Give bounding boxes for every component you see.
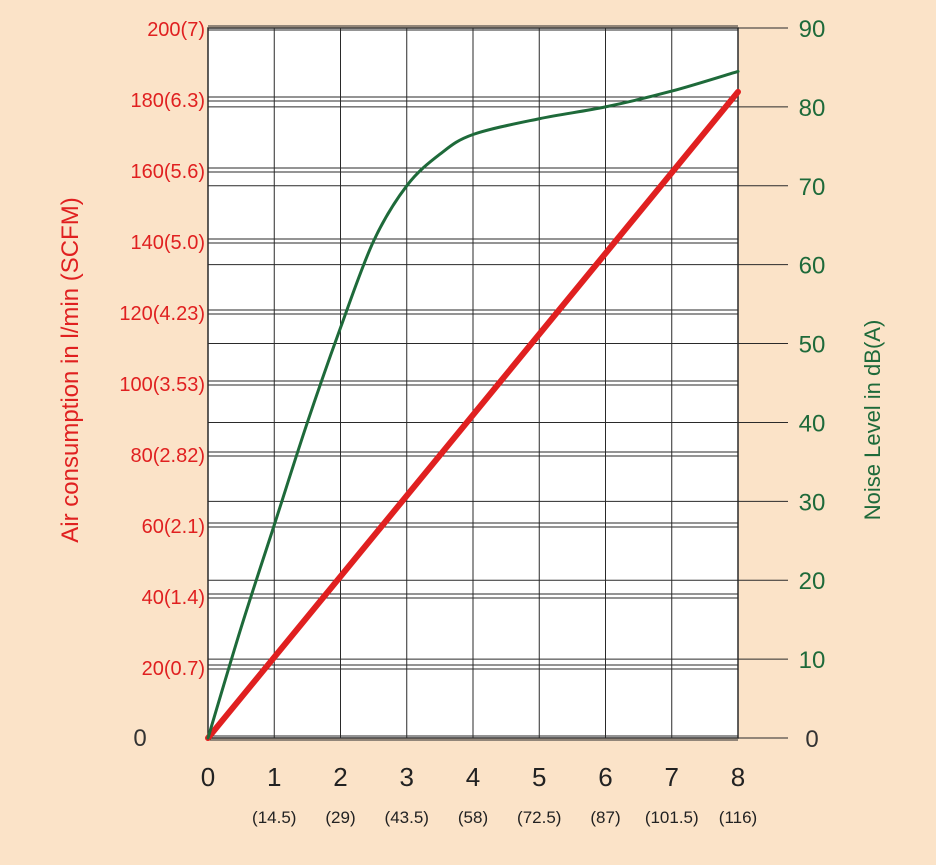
y-left-tick-label: 140(5.0) [131,232,206,254]
x-tick-label: 5 [532,762,546,792]
x-tick-sublabel: (72.5) [517,808,561,827]
plot-frame [207,27,739,739]
y-right-tick-label: 50 [799,332,826,359]
y-axis-right-label: Noise Level in dB(A) [860,320,885,521]
grid-layer [207,25,739,741]
y-right-tick-label: 0 [805,726,818,753]
series-line-air-consumption [205,88,741,741]
x-tick-label: 0 [201,762,215,792]
y-left-tick-label: 200(7) [147,19,205,41]
y-left-tick-label: 60(2.1) [142,516,205,538]
y-right-tick-label: 80 [799,95,826,122]
x-tick-label: 2 [333,762,347,792]
x-tick-sublabel: (87) [590,808,620,827]
series-line-noise-level [206,69,740,740]
x-tick-label: 3 [400,762,414,792]
x-tick-sublabel: (58) [458,808,488,827]
y-left-tick-label: 0 [133,725,146,752]
y-left-tick-label: 100(3.53) [119,374,205,396]
x-tick-label: 6 [598,762,612,792]
y-left-tick-label: 120(4.23) [119,303,205,325]
label-layer: Air consumption in l/min (SCFM) Noise Le… [57,16,885,827]
y-right-tick-label: 70 [799,174,826,201]
y-left-tick-label: 180(6.3) [131,90,206,112]
x-tick-sublabel: (14.5) [252,808,296,827]
y-right-tick-label: 40 [799,410,826,437]
y-left-tick-label: 160(5.6) [131,161,206,183]
x-tick-label: 1 [267,762,281,792]
x-tick-label: 7 [665,762,679,792]
x-tick-label: 8 [731,762,745,792]
x-tick-sublabel: (116) [719,808,757,827]
x-tick-sublabel: (43.5) [385,808,429,827]
x-tick-sublabel: (29) [325,808,355,827]
y-left-tick-label: 40(1.4) [142,587,205,609]
series-layer [205,69,741,741]
y-left-tick-label: 20(0.7) [142,658,205,680]
y-right-tick-label: 20 [799,568,826,595]
x-tick-label: 4 [466,762,480,792]
x-tick-sublabel: (101.5) [645,808,699,827]
axis-layer [207,27,788,739]
y-left-tick-label: 80(2.82) [131,445,206,467]
y-axis-left-label: Air consumption in l/min (SCFM) [57,197,84,542]
y-right-tick-label: 60 [799,253,826,280]
y-right-tick-label: 90 [799,16,826,43]
y-right-tick-label: 30 [799,489,826,516]
y-right-tick-label: 10 [799,647,826,674]
